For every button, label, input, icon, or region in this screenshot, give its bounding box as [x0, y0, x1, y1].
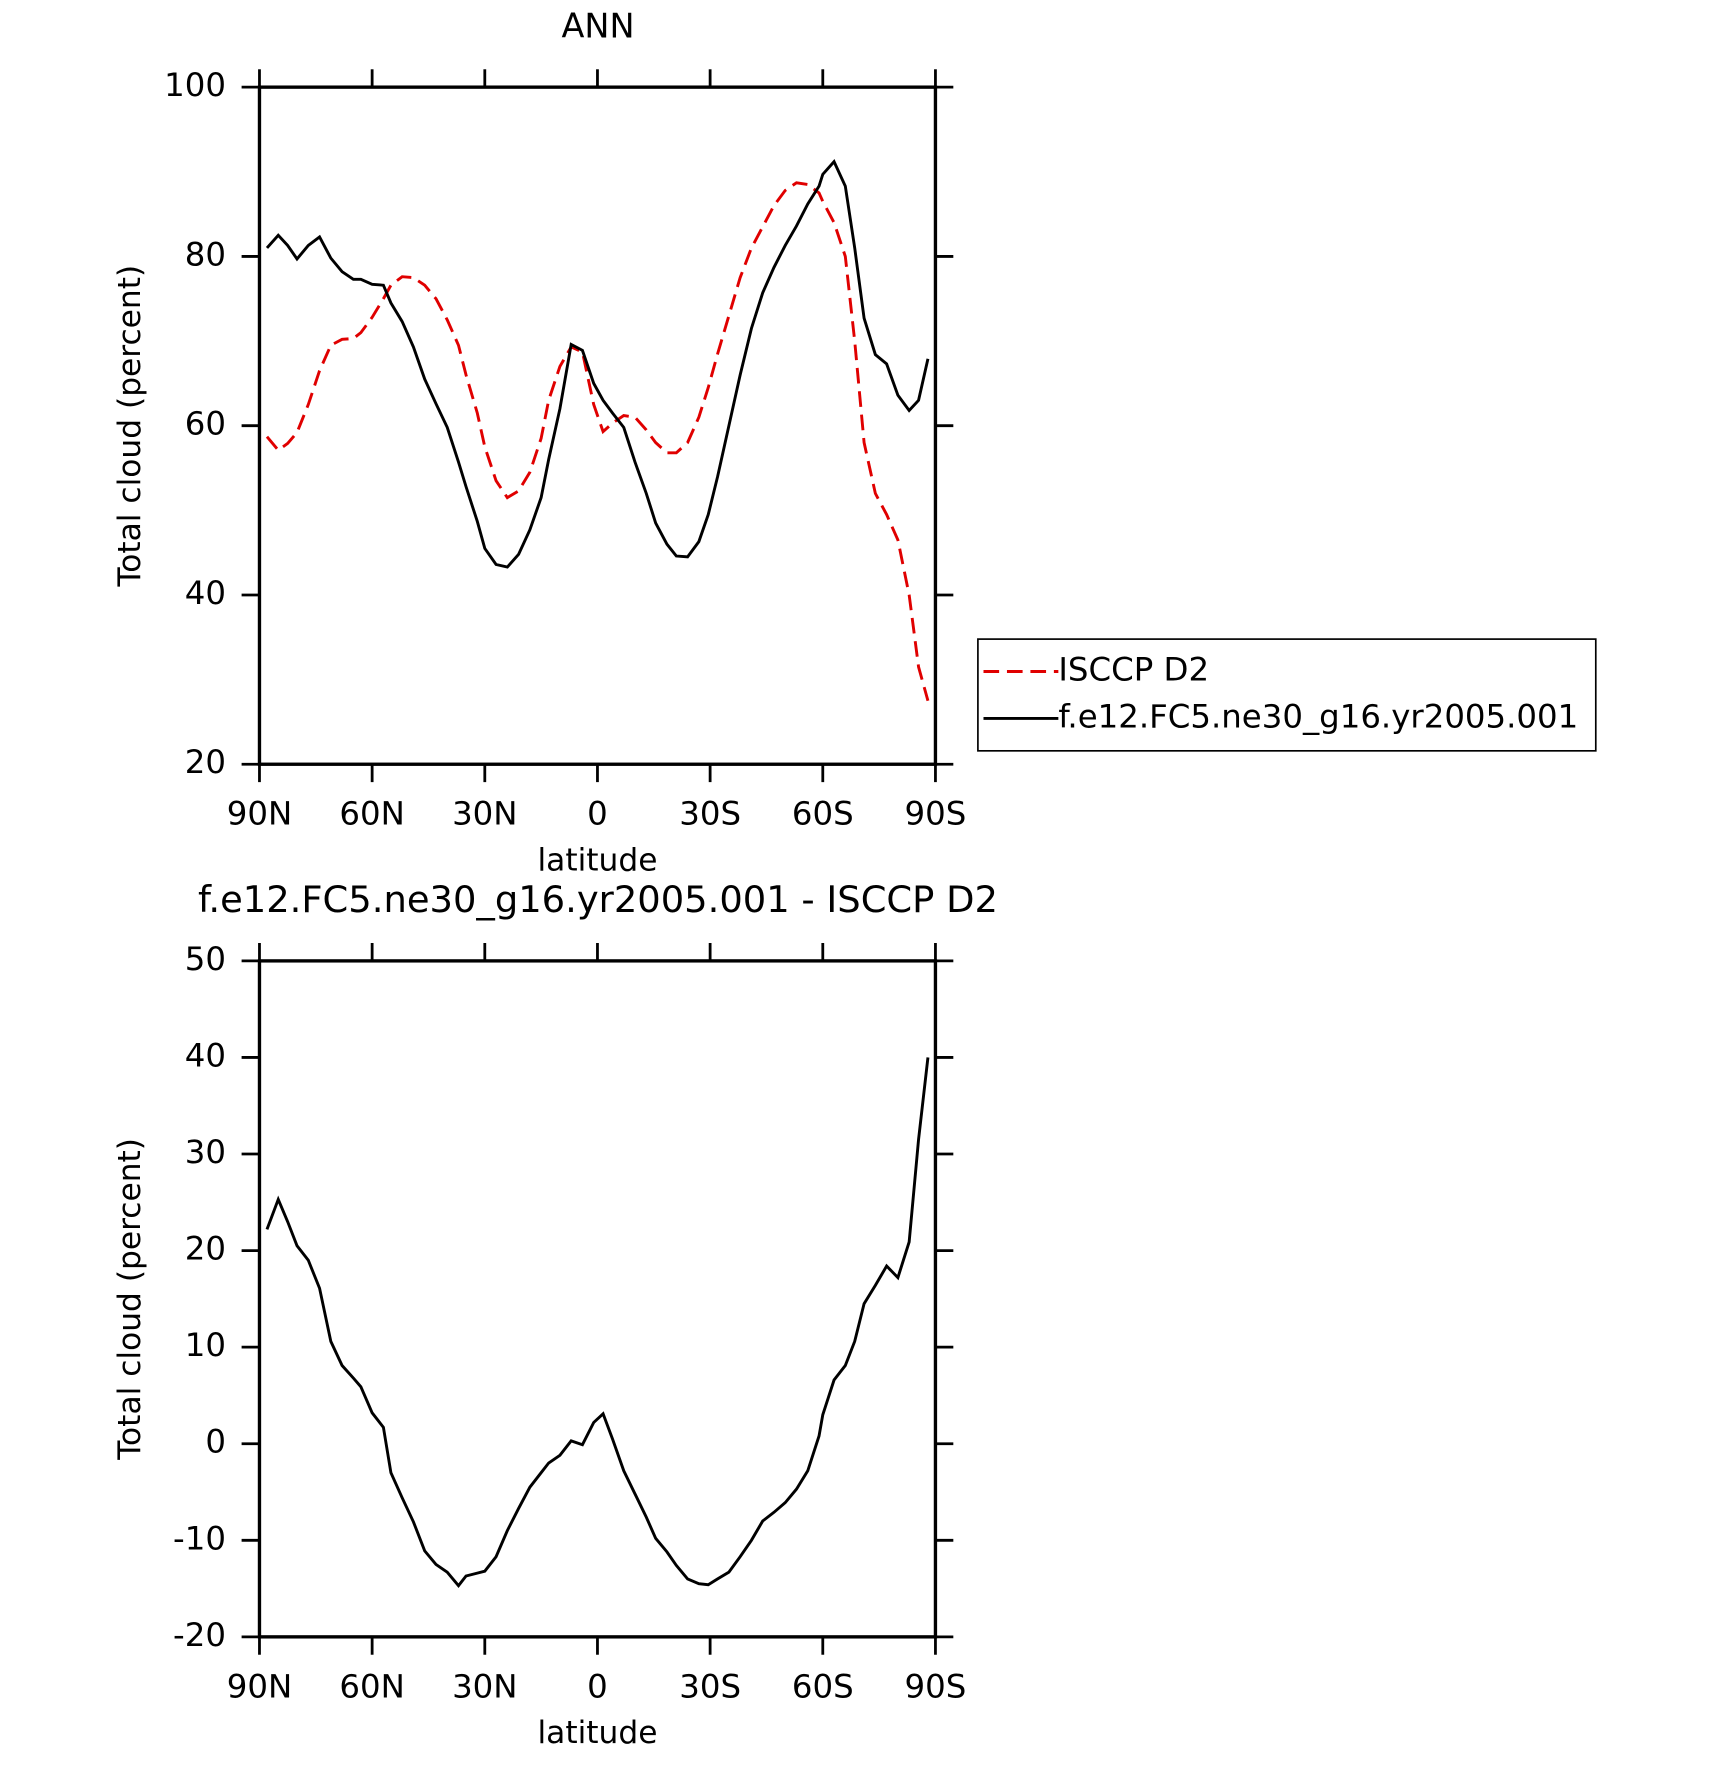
y-tick-label: 20	[185, 1230, 226, 1268]
data-line	[265, 1057, 930, 1588]
x-tick-label: 90N	[227, 1667, 292, 1705]
x-tick-label: 90S	[905, 795, 967, 833]
chart-title: f.e12.FC5.ne30_g16.yr2005.001 - ISCCP D2	[198, 878, 998, 921]
y-tick-label: 100	[164, 66, 226, 104]
y-tick-label: 60	[185, 405, 226, 443]
legend-box	[977, 638, 1597, 752]
legend-label: ISCCP D2	[1058, 651, 1209, 689]
x-tick-label: 30N	[452, 795, 517, 833]
y-tick-label: 10	[185, 1326, 226, 1364]
y-tick-label: 0	[205, 1423, 226, 1461]
x-tick-label: 0	[587, 1667, 608, 1705]
x-tick-label: 90S	[905, 1667, 967, 1705]
y-axis-label: Total cloud (percent)	[112, 265, 148, 588]
legend-label: f.e12.FC5.ne30_g16.yr2005.001	[1058, 697, 1578, 735]
x-axis-label: latitude	[537, 842, 657, 878]
y-tick-label: 40	[185, 574, 226, 612]
x-tick-label: 90N	[227, 795, 292, 833]
x-tick-label: 60S	[792, 795, 854, 833]
x-tick-label: 30N	[452, 1667, 517, 1705]
y-tick-label: 30	[185, 1133, 226, 1171]
data-line	[265, 181, 930, 702]
plot-frame	[257, 959, 938, 1639]
x-tick-label: 30S	[679, 795, 741, 833]
x-tick-label: 60N	[339, 1667, 404, 1705]
x-tick-label: 60N	[339, 795, 404, 833]
y-tick-label: 50	[185, 940, 226, 978]
y-tick-label: 40	[185, 1036, 226, 1074]
x-axis-label: latitude	[537, 1715, 657, 1751]
y-tick-label: -20	[173, 1616, 226, 1654]
data-line	[265, 159, 930, 569]
chart-title: ANN	[561, 6, 634, 45]
x-tick-label: 60S	[792, 1667, 854, 1705]
x-tick-label: 30S	[679, 1667, 741, 1705]
y-axis-label: Total cloud (percent)	[112, 1138, 148, 1461]
x-tick-label: 0	[587, 795, 608, 833]
y-tick-label: 80	[185, 235, 226, 273]
plot-frame	[257, 85, 938, 766]
y-tick-label: 20	[185, 743, 226, 781]
y-tick-label: -10	[173, 1519, 226, 1557]
